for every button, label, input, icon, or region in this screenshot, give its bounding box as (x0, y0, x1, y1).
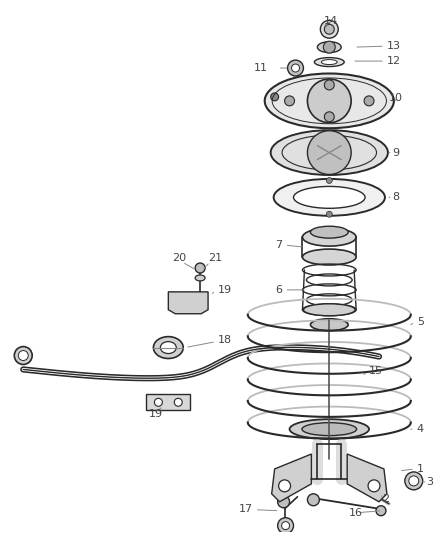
Ellipse shape (293, 187, 365, 208)
Polygon shape (146, 394, 190, 410)
Text: 7: 7 (276, 240, 283, 250)
Circle shape (326, 211, 332, 217)
Ellipse shape (311, 319, 348, 330)
Ellipse shape (265, 74, 394, 128)
Text: 8: 8 (392, 192, 399, 203)
Circle shape (285, 96, 294, 106)
Circle shape (405, 472, 423, 490)
Text: 19: 19 (148, 409, 162, 419)
Ellipse shape (160, 342, 176, 353)
Text: 9: 9 (392, 148, 399, 158)
Text: 6: 6 (276, 285, 283, 295)
Text: 2: 2 (382, 494, 389, 504)
Polygon shape (272, 454, 311, 502)
Circle shape (155, 398, 162, 406)
Text: 21: 21 (208, 253, 222, 263)
Circle shape (364, 96, 374, 106)
Circle shape (195, 263, 205, 273)
Ellipse shape (271, 130, 388, 175)
Ellipse shape (195, 275, 205, 281)
Text: 13: 13 (387, 41, 401, 51)
Ellipse shape (303, 228, 356, 246)
Circle shape (18, 351, 28, 360)
Ellipse shape (311, 226, 348, 238)
Ellipse shape (274, 179, 385, 216)
Ellipse shape (318, 42, 341, 53)
Text: 16: 16 (349, 508, 363, 518)
Text: 11: 11 (254, 63, 268, 73)
Ellipse shape (290, 419, 369, 439)
Text: 15: 15 (369, 367, 383, 376)
Circle shape (324, 25, 334, 34)
Circle shape (324, 112, 334, 122)
Ellipse shape (314, 58, 344, 67)
Text: 12: 12 (387, 56, 401, 66)
Circle shape (307, 79, 351, 123)
Circle shape (409, 476, 419, 486)
Polygon shape (168, 292, 208, 314)
Ellipse shape (153, 337, 183, 359)
Circle shape (279, 480, 290, 492)
Ellipse shape (321, 60, 337, 64)
Text: 17: 17 (239, 504, 253, 514)
Polygon shape (347, 454, 387, 502)
Circle shape (271, 93, 279, 101)
Text: 20: 20 (172, 253, 187, 263)
Ellipse shape (304, 304, 355, 316)
Circle shape (282, 522, 290, 530)
Circle shape (323, 41, 335, 53)
Circle shape (174, 398, 182, 406)
Circle shape (320, 20, 338, 38)
Ellipse shape (303, 249, 356, 265)
Circle shape (368, 480, 380, 492)
Circle shape (324, 80, 334, 90)
Circle shape (292, 64, 300, 72)
Circle shape (288, 60, 304, 76)
Text: 18: 18 (218, 335, 232, 345)
Circle shape (307, 131, 351, 174)
Circle shape (278, 496, 290, 508)
Text: 5: 5 (417, 317, 424, 327)
Text: 10: 10 (389, 93, 403, 103)
Text: 14: 14 (324, 17, 339, 26)
Text: 3: 3 (427, 477, 434, 487)
Text: 4: 4 (417, 424, 424, 434)
Circle shape (326, 177, 332, 183)
Circle shape (278, 518, 293, 533)
Text: 1: 1 (417, 464, 424, 474)
Circle shape (14, 346, 32, 365)
Ellipse shape (302, 423, 357, 435)
Text: 19: 19 (218, 285, 232, 295)
Circle shape (376, 506, 386, 516)
Circle shape (307, 494, 319, 506)
